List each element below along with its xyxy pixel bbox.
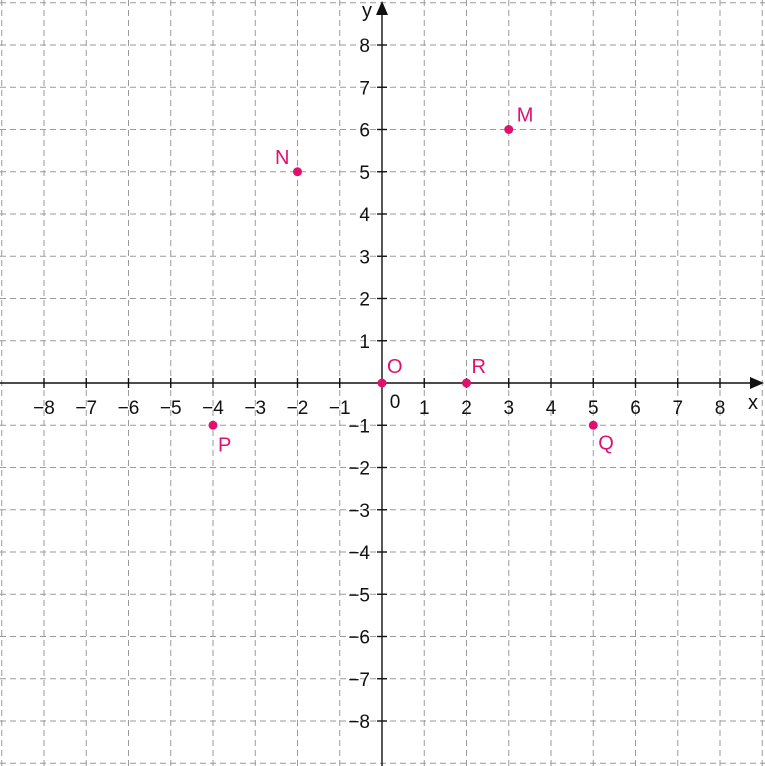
x-tick-label: −7 [75,398,97,419]
y-tick-label: −2 [348,459,370,480]
x-tick-label: −1 [329,398,351,419]
point-label-m: M [517,105,534,127]
x-tick-label: −6 [118,398,140,419]
x-tick-label: 3 [503,398,514,419]
y-tick-label: −1 [348,416,370,437]
point-p [208,420,218,430]
point-label-p: P [218,434,231,456]
point-label-n: N [275,147,289,169]
x-tick-label: 2 [461,398,472,419]
point-n [293,167,302,177]
y-tick-label: 5 [359,163,370,184]
x-tick-label: 0 [390,392,401,413]
y-tick-label: 2 [359,290,370,311]
x-tick-label: −8 [33,398,55,419]
x-tick-label: 6 [630,398,641,419]
x-tick-label: −3 [244,398,266,419]
point-q [588,420,598,430]
point-o [377,378,387,388]
y-tick-label: −3 [348,501,370,522]
y-tick-label: −6 [348,628,370,649]
y-tick-label: −8 [348,712,370,733]
y-tick-label: 1 [359,332,370,353]
x-tick-label: −2 [287,398,309,419]
x-tick-label: 5 [588,398,599,419]
x-tick-label: −4 [202,398,224,419]
y-tick-label: 3 [359,247,370,268]
y-tick-label: −5 [348,585,370,606]
y-tick-label: −4 [348,543,370,564]
y-axis-arrow-icon [376,1,388,15]
points: M N O R P Q [208,105,614,456]
x-tick-label: 1 [419,398,430,419]
x-tick-label: 8 [715,398,726,419]
point-r [462,378,471,388]
point-label-o: O [387,356,403,378]
point-m [504,125,514,134]
y-axis-label: y [362,0,372,22]
ticks: −8 −7 −6 −5 −4 −3 −2 −1 0 1 2 3 4 5 6 7 8−8−7−6−5−4−3−2−… [33,36,725,733]
x-axis-label: x [748,392,758,414]
y-tick-label: −7 [348,670,370,691]
point-label-q: Q [598,432,614,454]
x-tick-label: −5 [160,398,182,419]
x-tick-label: 4 [546,398,557,419]
point-label-r: R [472,356,486,378]
x-tick-label: 7 [672,398,683,419]
y-tick-label: 7 [359,78,370,99]
y-tick-label: 4 [359,205,370,226]
y-tick-label: 6 [359,121,370,142]
x-axis-arrow-icon [750,377,764,389]
y-tick-label: 8 [359,36,370,57]
